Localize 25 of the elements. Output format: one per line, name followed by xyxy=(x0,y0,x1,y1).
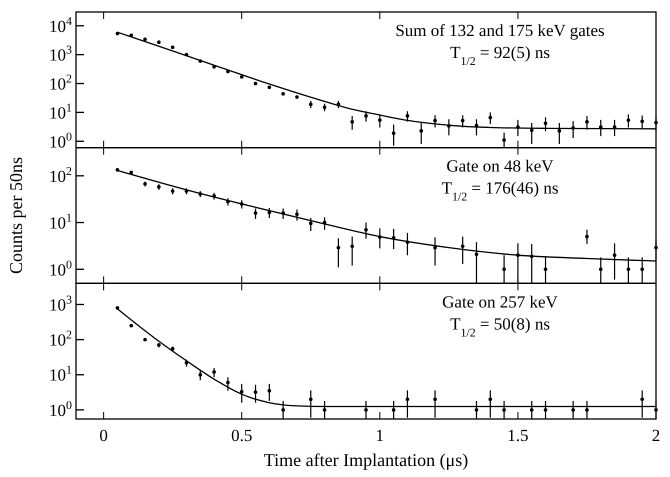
x-tick-label: 0 xyxy=(99,426,108,445)
y-tick-label: 10$^{1}$ xyxy=(49,362,72,385)
annotation: T$_{1/2}$ = 92(5) ns xyxy=(450,43,550,68)
x-tick-label: 1.5 xyxy=(507,426,529,445)
y-tick-label: 10$^{2}$ xyxy=(49,164,72,186)
x-axis-title: Time after Implantation (μs) xyxy=(264,450,468,470)
y-tick-label: 10$^{3}$ xyxy=(49,42,72,65)
x-tick-label: 2 xyxy=(652,426,660,445)
y-tick-label: 10$^{0}$ xyxy=(49,257,72,280)
annotation: Gate on 48 keV xyxy=(446,156,554,176)
y-tick-label: 10$^{2}$ xyxy=(49,72,72,94)
x-tick-label: 1 xyxy=(376,426,384,445)
y-tick-label: 10$^{2}$ xyxy=(49,328,72,350)
annotation: T$_{1/2}$ = 50(8) ns xyxy=(450,314,550,340)
y-tick-label: 10$^{0}$ xyxy=(49,398,72,420)
x-tick-label: 0.5 xyxy=(231,426,252,445)
y-tick-label: 10$^{3}$ xyxy=(49,292,72,314)
annotation: Sum of 132 and 175 keV gates xyxy=(395,21,605,40)
y-axis-title: Counts per 50ns xyxy=(6,157,26,274)
annotation: T$_{1/2}$ = 176(46) ns xyxy=(442,178,558,204)
y-tick-label: 10$^{1}$ xyxy=(49,100,72,122)
y-tick-label: 10$^{0}$ xyxy=(49,129,72,152)
y-tick-label: 10$^{1}$ xyxy=(49,210,72,233)
y-tick-label: 10$^{4}$ xyxy=(49,14,72,36)
annotation: Gate on 257 keV xyxy=(442,292,559,312)
